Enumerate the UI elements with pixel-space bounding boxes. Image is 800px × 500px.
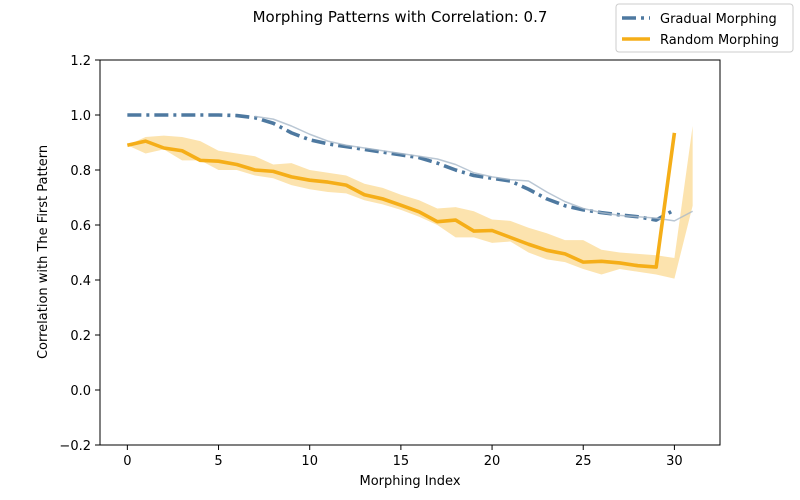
y-tick-label: 1.2 (70, 54, 91, 69)
axes-frame (99, 59, 721, 446)
legend-label: Gradual Morphing (660, 12, 777, 27)
y-tick-label: 0.8 (70, 164, 91, 179)
y-tick-label: 0.0 (70, 384, 91, 399)
y-tick-label: 0.4 (70, 274, 91, 289)
x-tick-label: 15 (393, 454, 410, 469)
x-tick-label: 0 (123, 454, 131, 469)
y-tick-label: 1.0 (70, 109, 91, 124)
x-tick-label: 20 (484, 454, 501, 469)
series-line-1 (254, 115, 693, 222)
x-tick-label: 5 (214, 454, 222, 469)
x-axis-label: Morphing Index (359, 474, 460, 489)
y-axis-label: Correlation with The First Pattern (36, 145, 51, 359)
legend-box (615, 3, 794, 53)
x-tick-label: 30 (666, 454, 683, 469)
plot-area: 0 5 10 15 20 25 30 −0.2 0.0 0.2 0.4 0.6 0.8 1.0 1.2 (59, 54, 721, 469)
x-tick-label: 25 (575, 454, 592, 469)
series-line-2 (126, 132, 677, 269)
y-tick-label: 0.2 (70, 329, 91, 344)
legend: Gradual Morphing Random Morphing (615, 3, 794, 53)
x-tick-label: 10 (301, 454, 318, 469)
chart-title: Morphing Patterns with Correlation: 0.7 (253, 8, 548, 26)
series-line-0 (127, 113, 676, 222)
series-band-2 (127, 126, 693, 279)
y-tick-label: 0.6 (70, 219, 91, 234)
y-tick-label: −0.2 (59, 439, 91, 454)
legend-label: Random Morphing (660, 33, 779, 48)
